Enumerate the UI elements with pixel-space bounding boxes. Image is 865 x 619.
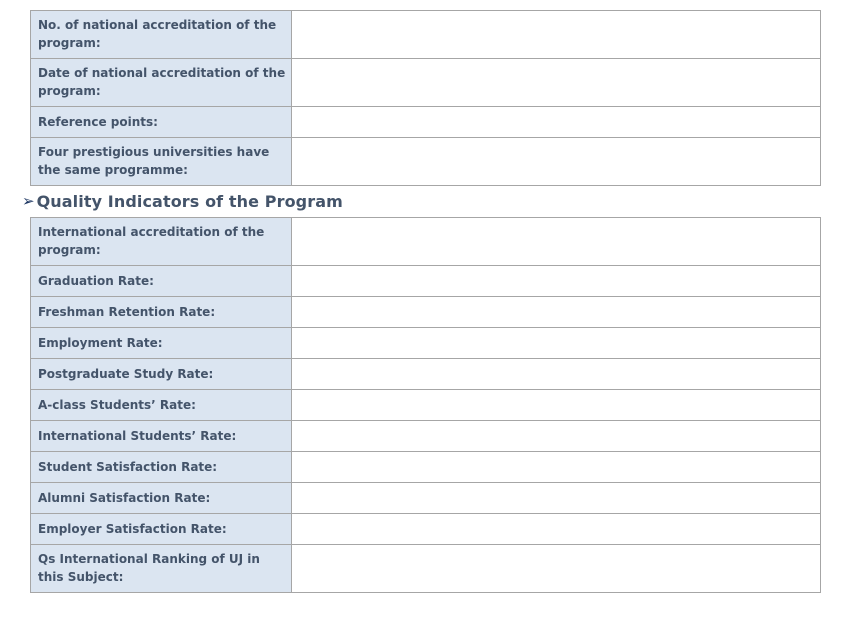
table-row: Freshman Retention Rate: xyxy=(30,296,821,328)
row-label: Four prestigious universities have the s… xyxy=(30,137,292,186)
row-value-cell[interactable] xyxy=(291,137,821,186)
table-row: No. of national accreditation of the pro… xyxy=(30,10,821,59)
table-row: International Students’ Rate: xyxy=(30,420,821,452)
row-label: No. of national accreditation of the pro… xyxy=(30,10,292,59)
quality-indicators-table-body: International accreditation of the progr… xyxy=(30,217,821,593)
row-value-cell[interactable] xyxy=(291,544,821,593)
row-label: Date of national accreditation of the pr… xyxy=(30,58,292,107)
program-info-table-body: No. of national accreditation of the pro… xyxy=(30,10,821,186)
table-row: Qs International Ranking of UJ in this S… xyxy=(30,544,821,593)
document-page: No. of national accreditation of the pro… xyxy=(22,10,822,593)
row-value-cell[interactable] xyxy=(291,482,821,514)
row-label: A-class Students’ Rate: xyxy=(30,389,292,421)
row-value-cell[interactable] xyxy=(291,389,821,421)
row-label: Alumni Satisfaction Rate: xyxy=(30,482,292,514)
row-value-cell[interactable] xyxy=(291,327,821,359)
row-label: Employment Rate: xyxy=(30,327,292,359)
table-row: Alumni Satisfaction Rate: xyxy=(30,482,821,514)
table-row: Date of national accreditation of the pr… xyxy=(30,58,821,107)
row-value-cell[interactable] xyxy=(291,106,821,138)
row-value-cell[interactable] xyxy=(291,451,821,483)
table-row: Four prestigious universities have the s… xyxy=(30,137,821,186)
row-value-cell[interactable] xyxy=(291,265,821,297)
table-row: Employment Rate: xyxy=(30,327,821,359)
row-value-cell[interactable] xyxy=(291,296,821,328)
row-value-cell[interactable] xyxy=(291,10,821,59)
quality-indicators-table: International accreditation of the progr… xyxy=(30,217,821,593)
row-label: Graduation Rate: xyxy=(30,265,292,297)
table-row: Graduation Rate: xyxy=(30,265,821,297)
row-value-cell[interactable] xyxy=(291,217,821,266)
row-value-cell[interactable] xyxy=(291,58,821,107)
table-row: A-class Students’ Rate: xyxy=(30,389,821,421)
row-label: Postgraduate Study Rate: xyxy=(30,358,292,390)
row-value-cell[interactable] xyxy=(291,513,821,545)
row-label: Reference points: xyxy=(30,106,292,138)
section-heading: ➢ Quality Indicators of the Program xyxy=(22,191,822,212)
table-row: Postgraduate Study Rate: xyxy=(30,358,821,390)
table-row: Reference points: xyxy=(30,106,821,138)
row-value-cell[interactable] xyxy=(291,358,821,390)
program-info-table: No. of national accreditation of the pro… xyxy=(30,10,821,186)
row-label: International Students’ Rate: xyxy=(30,420,292,452)
row-value-cell[interactable] xyxy=(291,420,821,452)
table-row: International accreditation of the progr… xyxy=(30,217,821,266)
arrow-bullet-icon: ➢ xyxy=(22,192,35,210)
row-label: International accreditation of the progr… xyxy=(30,217,292,266)
row-label: Qs International Ranking of UJ in this S… xyxy=(30,544,292,593)
table-row: Student Satisfaction Rate: xyxy=(30,451,821,483)
table-row: Employer Satisfaction Rate: xyxy=(30,513,821,545)
row-label: Freshman Retention Rate: xyxy=(30,296,292,328)
row-label: Student Satisfaction Rate: xyxy=(30,451,292,483)
row-label: Employer Satisfaction Rate: xyxy=(30,513,292,545)
section-heading-text: Quality Indicators of the Program xyxy=(36,192,343,211)
